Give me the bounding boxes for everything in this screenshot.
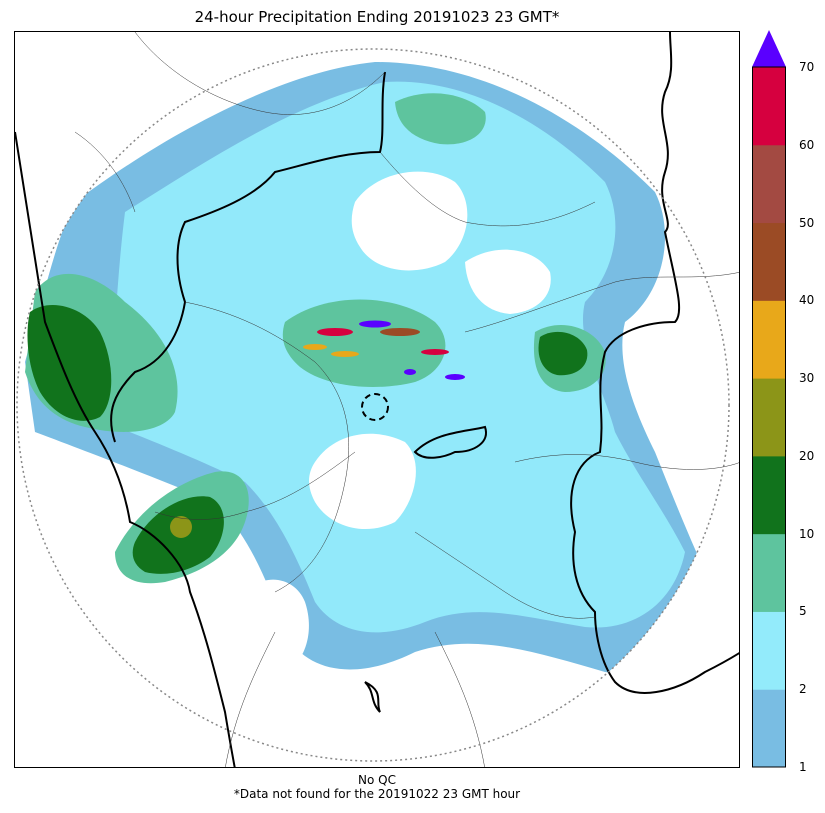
colorbar-tick-label: 1 (799, 760, 807, 774)
admin-borders (74, 32, 739, 767)
colorbar-tick-label: 10 (799, 526, 815, 541)
colorbar-extend-arrow (752, 30, 786, 67)
radar-map (14, 31, 740, 768)
colorbar-tick-label: 2 (799, 682, 807, 697)
precip-core-olive (170, 516, 192, 538)
qc-note: No QC (358, 773, 396, 787)
precip-gap (351, 171, 468, 271)
colorbar-segment (752, 222, 786, 301)
colorbar-segments (752, 67, 786, 768)
colorbar-segment (752, 455, 786, 535)
radar-site-marker (361, 393, 389, 421)
precip-gap (240, 579, 309, 672)
colorbar-segment (752, 144, 786, 224)
missing-data-note: *Data not found for the 20191022 23 GMT … (233, 787, 521, 801)
colorbar-tick-label: 60 (799, 137, 815, 152)
colorbar-tick-label: 20 (799, 448, 815, 463)
colorbar-tick-label: 70 (799, 60, 815, 74)
colorbar-segment (752, 67, 786, 146)
precip-streaks (303, 320, 465, 380)
precip-area-heavy (538, 331, 588, 376)
precip-area-medium (395, 93, 486, 145)
precip-gap (465, 249, 551, 314)
country-borders (15, 32, 739, 767)
precip-area-heavy (27, 304, 112, 421)
range-ring (16, 48, 730, 762)
colorbar-tick-label: 5 (799, 604, 807, 619)
colorbar-canvas (752, 30, 786, 768)
colorbar-tick-label: 40 (799, 293, 815, 308)
radar-map-canvas (15, 32, 739, 767)
colorbar-outline (752, 66, 786, 768)
colorbar-segment (752, 689, 786, 768)
colorbar-segment (752, 300, 786, 379)
colorbar-segment (752, 611, 786, 690)
colorbar-segment (752, 533, 786, 612)
map-title: 24-hour Precipitation Ending 20191023 23… (194, 8, 560, 26)
precip-gap (309, 433, 416, 530)
colorbar-tick-label: 30 (799, 371, 815, 386)
precip-area-medium (282, 299, 446, 387)
colorbar-tick-label: 50 (799, 215, 815, 230)
colorbar-segment (752, 378, 786, 457)
precip-field (25, 62, 715, 674)
colorbar (752, 28, 786, 768)
